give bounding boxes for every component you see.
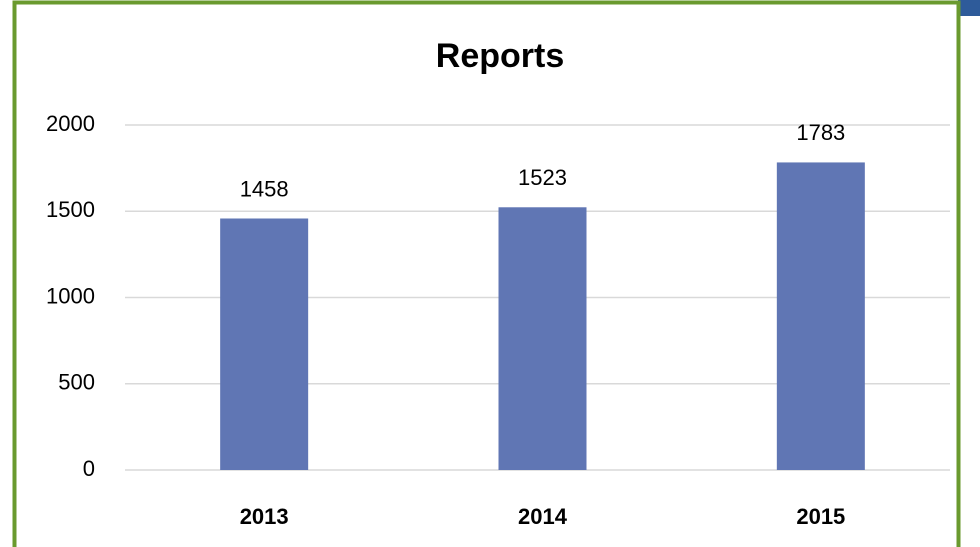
chart-title: Reports [436,37,564,75]
frame [12,0,961,547]
data-label: 1783 [796,120,845,145]
x-tick-label: 2015 [796,504,845,529]
data-label: 1458 [240,176,289,201]
y-tick-label: 0 [83,456,95,481]
corner-block [958,0,980,16]
x-tick-label: 2014 [518,504,568,529]
y-tick-label: 1500 [46,197,95,222]
bar [776,162,865,470]
x-tick-label: 2013 [240,504,289,529]
data-label: 1523 [518,165,567,190]
y-tick-label: 1000 [46,283,95,308]
y-tick-label: 2000 [46,111,95,136]
bar [498,207,587,470]
y-tick-label: 500 [58,370,95,395]
bar [220,218,309,470]
